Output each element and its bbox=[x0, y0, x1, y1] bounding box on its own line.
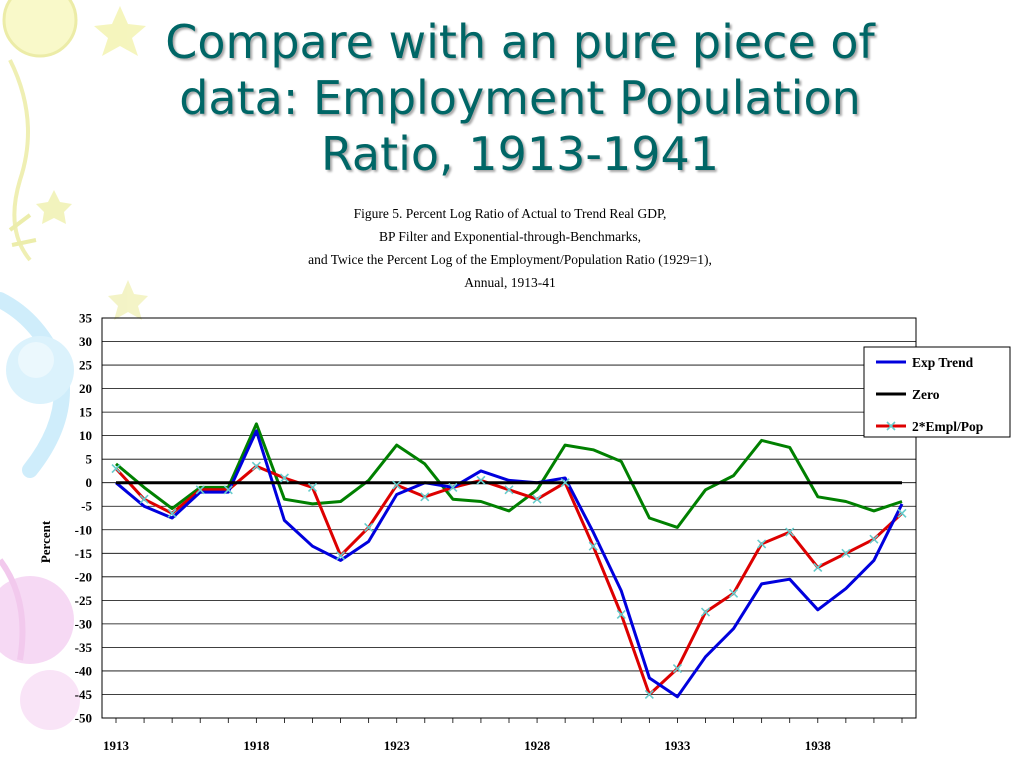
x-tick-label: 1918 bbox=[243, 738, 270, 753]
data-point-marker bbox=[869, 534, 879, 544]
data-point-marker bbox=[729, 588, 739, 598]
data-point-marker bbox=[588, 541, 598, 551]
y-tick-label: 5 bbox=[86, 452, 93, 467]
data-point-marker bbox=[504, 485, 514, 495]
x-tick-label: 1923 bbox=[384, 738, 411, 753]
figure-caption-line-1: Figure 5. Percent Log Ratio of Actual to… bbox=[353, 206, 667, 221]
data-point-marker bbox=[757, 539, 767, 549]
data-point-marker bbox=[139, 494, 149, 504]
y-tick-label: -35 bbox=[75, 640, 93, 655]
data-point-marker bbox=[700, 607, 711, 617]
y-tick-label: -45 bbox=[75, 687, 93, 702]
data-point-marker bbox=[897, 508, 907, 518]
figure-caption-line-3: and Twice the Percent Log of the Employm… bbox=[308, 252, 712, 267]
data-point-marker bbox=[560, 478, 570, 488]
y-tick-label: 25 bbox=[79, 358, 93, 373]
data-point-marker bbox=[420, 492, 430, 502]
legend-label: Zero bbox=[912, 387, 940, 402]
data-point-marker bbox=[813, 562, 823, 572]
x-tick-label: 1913 bbox=[103, 738, 130, 753]
slide-title-line-1: Compare with an pure piece of bbox=[165, 15, 875, 69]
y-tick-label: -5 bbox=[81, 499, 92, 514]
series-line-exp-trend bbox=[115, 429, 904, 699]
y-tick-label: 10 bbox=[79, 428, 92, 443]
data-point-marker bbox=[307, 482, 318, 492]
y-tick-label: 15 bbox=[79, 405, 93, 420]
data-point-marker bbox=[195, 485, 205, 495]
data-point-marker bbox=[644, 689, 654, 700]
data-point-marker bbox=[841, 548, 851, 558]
data-point-marker bbox=[392, 480, 402, 490]
x-tick-label: 1933 bbox=[664, 738, 691, 753]
data-point-marker bbox=[251, 461, 261, 471]
legend-label: Exp Trend bbox=[912, 355, 974, 370]
y-tick-label: -50 bbox=[75, 711, 92, 726]
data-point-marker bbox=[279, 473, 289, 483]
data-point-marker bbox=[111, 464, 121, 474]
x-tick-label: 1938 bbox=[805, 738, 832, 753]
plot-area bbox=[101, 317, 917, 719]
legend-marker bbox=[886, 421, 896, 431]
data-point-marker bbox=[364, 522, 374, 532]
y-tick-label: 30 bbox=[79, 334, 92, 349]
data-point-marker bbox=[532, 494, 542, 504]
y-tick-label: -20 bbox=[75, 569, 92, 584]
data-point-marker bbox=[167, 508, 177, 518]
y-tick-label: -15 bbox=[75, 546, 93, 561]
figure-caption-line-2: BP Filter and Exponential-through-Benchm… bbox=[379, 229, 641, 244]
y-tick-label: 35 bbox=[79, 311, 93, 326]
y-tick-label: -40 bbox=[75, 663, 92, 678]
legend-label: 2*Empl/Pop bbox=[912, 419, 983, 434]
y-tick-label: -25 bbox=[75, 593, 93, 608]
data-point-marker bbox=[616, 609, 626, 620]
data-point-marker bbox=[476, 475, 486, 485]
data-point-marker bbox=[448, 482, 458, 492]
data-point-marker bbox=[785, 527, 795, 537]
slide-title-line-2: data: Employment Population bbox=[179, 71, 861, 125]
y-tick-label: -10 bbox=[75, 522, 92, 537]
figure-caption: Figure 5. Percent Log Ratio of Actual to… bbox=[150, 202, 870, 294]
x-tick-label: 1928 bbox=[524, 738, 551, 753]
y-tick-label: 0 bbox=[86, 475, 93, 490]
data-point-marker bbox=[672, 664, 682, 674]
slide-title-line-3: Ratio, 1913-1941 bbox=[320, 127, 720, 181]
series-line-unlabeled bbox=[115, 422, 903, 529]
y-tick-label: -30 bbox=[75, 616, 92, 631]
data-point-marker bbox=[223, 485, 233, 495]
slide-title: Compare with an pure piece of data: Empl… bbox=[40, 14, 1000, 182]
y-axis-label: Percent bbox=[38, 520, 53, 563]
data-point-marker bbox=[336, 551, 346, 561]
figure-caption-line-4: Annual, 1913-41 bbox=[464, 275, 556, 290]
y-tick-label: 20 bbox=[79, 381, 92, 396]
